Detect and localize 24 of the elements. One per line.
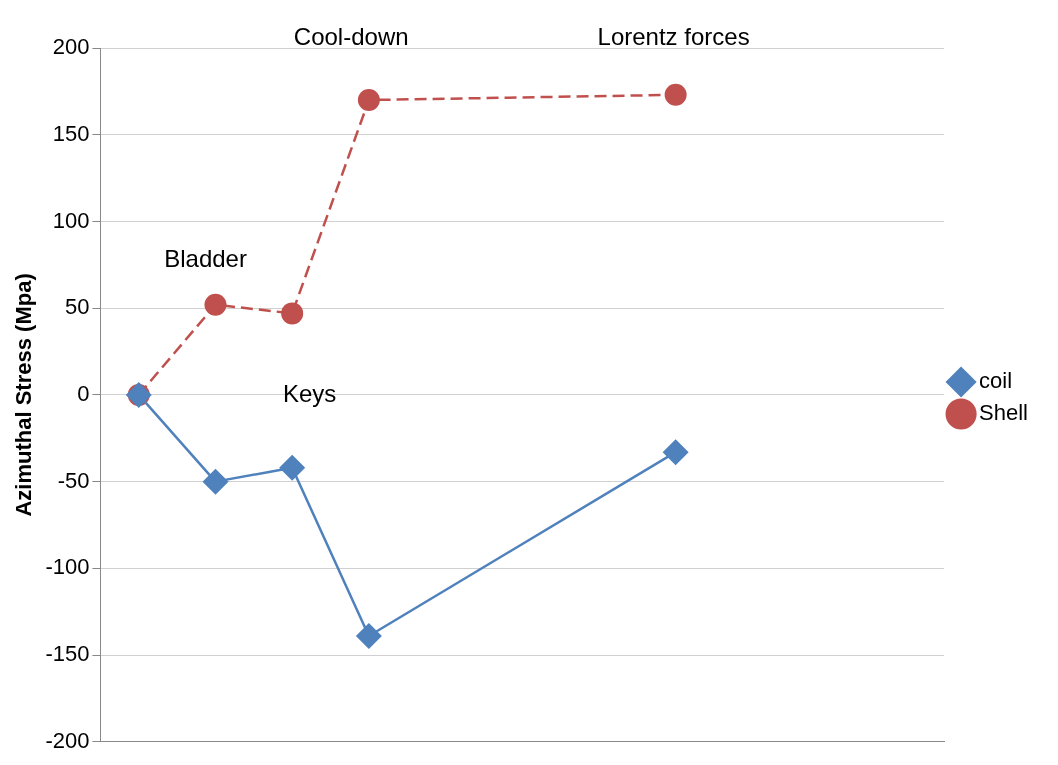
annotation: Bladder <box>164 244 247 272</box>
y-tick-label: 100 <box>52 207 90 233</box>
annotation: Lorentz forces <box>597 23 750 51</box>
legend-label: Shell <box>979 400 1028 426</box>
y-axis-title: Azimuthal Stress (Mpa) <box>11 273 37 517</box>
point <box>204 293 227 316</box>
point <box>202 468 229 495</box>
point <box>355 623 382 649</box>
y-tick-label: 200 <box>52 34 90 60</box>
y-tick-label: 150 <box>52 120 90 146</box>
y-tick-label: -50 <box>57 467 90 493</box>
y-tick-label: 0 <box>77 380 90 406</box>
y-tick-label: -200 <box>45 727 90 753</box>
annotation: Cool-down <box>293 23 409 51</box>
y-tick-label: 50 <box>64 294 90 320</box>
y-tick-label: -150 <box>45 641 90 667</box>
legend-label: coil <box>979 368 1013 394</box>
y-tick-label: -100 <box>45 554 90 580</box>
point <box>279 454 306 481</box>
point <box>664 83 687 106</box>
point <box>281 302 304 325</box>
point <box>357 89 380 112</box>
annotation: Keys <box>282 379 337 407</box>
point <box>662 439 689 466</box>
